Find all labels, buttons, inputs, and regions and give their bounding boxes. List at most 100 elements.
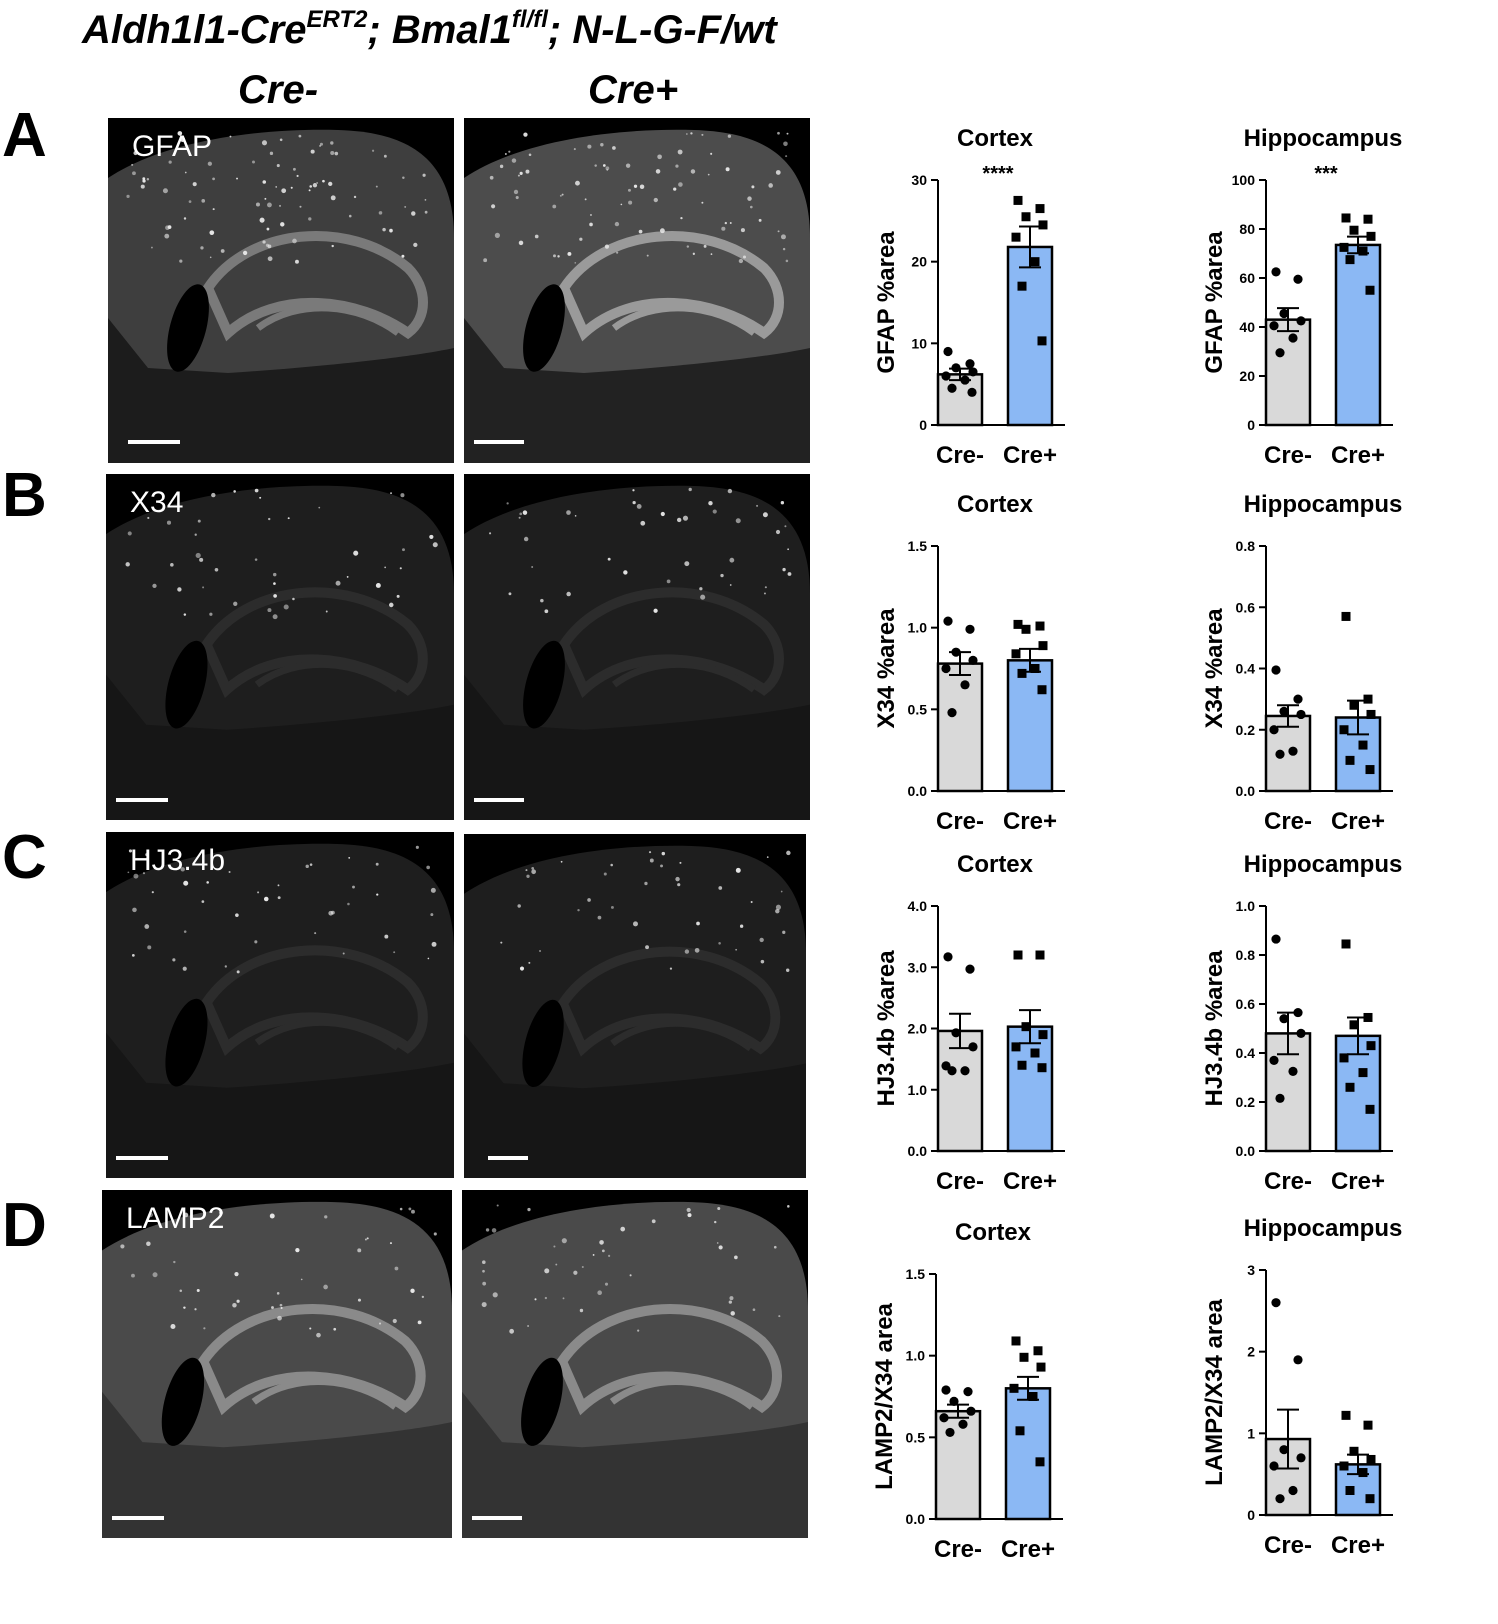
plaque-spot (784, 525, 787, 528)
micrograph-hj34b-cre-minus: HJ3.4b (106, 832, 454, 1178)
stain-label-gfap: GFAP (132, 130, 213, 163)
category-label: Cre- (1264, 1168, 1312, 1195)
plaque-spot (277, 896, 281, 900)
plaque-spot (760, 959, 765, 964)
plaque-spot (261, 140, 268, 146)
plaque-spot (309, 863, 313, 866)
plaque-spot (295, 1247, 300, 1253)
data-point (1349, 1020, 1359, 1030)
data-point (1365, 765, 1375, 775)
data-point (1339, 725, 1349, 735)
plaque-spot (700, 594, 706, 600)
data-point (1038, 220, 1048, 230)
plaque-spot (766, 856, 769, 858)
category-label: Cre+ (1331, 1168, 1385, 1195)
data-point (1013, 950, 1023, 960)
plaque-spot (513, 189, 519, 195)
y-tick-label: 3.0 (908, 959, 928, 975)
cortex (102, 1201, 452, 1448)
data-point (1363, 1420, 1373, 1430)
plaque-spot (677, 149, 683, 155)
plaque-spot (376, 893, 379, 896)
scale-bar (474, 440, 524, 444)
plaque-spot (152, 1272, 158, 1278)
plaque-spot (348, 856, 351, 859)
plaque-spot (703, 244, 707, 248)
plaque-spot (209, 256, 212, 259)
plaque-spot (696, 921, 700, 926)
plaque-spot (751, 185, 755, 189)
y-tick-label: 30 (911, 172, 927, 188)
data-point (965, 624, 975, 634)
plaque-spot (151, 891, 154, 894)
plaque-spot (212, 177, 215, 181)
plaque-spot (648, 851, 652, 854)
plaque-spot (433, 1232, 437, 1236)
data-point (1271, 1298, 1281, 1308)
plaque-spot (729, 222, 732, 225)
plaque-spot (209, 612, 213, 616)
data-point (1275, 749, 1285, 759)
bar (1264, 318, 1312, 427)
data-point (1269, 725, 1279, 735)
plaque-spot (430, 913, 434, 917)
plaque-spot (177, 131, 183, 136)
y-tick-label: 20 (911, 254, 927, 270)
data-point (1366, 1041, 1376, 1051)
data-point (1288, 1485, 1298, 1496)
plaque-spot (417, 1320, 422, 1325)
data-point (1269, 1461, 1279, 1471)
plaque-spot (560, 860, 563, 863)
plaque-spot (787, 1205, 790, 1208)
plaque-spot (786, 968, 790, 972)
plaque-spot (632, 500, 636, 505)
plaque-spot (183, 930, 187, 933)
plaque-spot (168, 160, 172, 164)
data-point (1345, 1486, 1355, 1495)
plaque-spot (764, 586, 767, 589)
data-point (1339, 242, 1349, 252)
plaque-spot (496, 1204, 499, 1207)
plaque-spot (724, 221, 727, 225)
plaque-spot (220, 249, 225, 253)
plaque-spot (787, 572, 792, 576)
plaque-spot (296, 174, 299, 178)
plaque-spot (371, 149, 375, 152)
plaque-spot (389, 1242, 392, 1245)
plaque-spot (553, 254, 556, 258)
data-point (1279, 706, 1289, 716)
plaque-spot (528, 961, 531, 964)
plaque-spot (680, 216, 683, 220)
plaque-spot (273, 582, 276, 585)
data-point (1363, 214, 1373, 224)
y-tick-label: 10 (911, 335, 927, 351)
plaque-spot (581, 1265, 584, 1269)
data-point (939, 1413, 949, 1423)
y-tick-label: 0 (919, 417, 927, 433)
hippocampus-band (197, 1303, 426, 1416)
data-point (1296, 316, 1306, 326)
panel-letter-b: B (2, 461, 47, 530)
data-point (1015, 1426, 1025, 1436)
y-axis-label: LAMP2/X34 area (1201, 1298, 1228, 1485)
bar (936, 373, 984, 427)
plaque-spot (132, 171, 136, 176)
data-point (1038, 1030, 1048, 1040)
plaque-spot (279, 1303, 283, 1307)
plaque-spot (579, 1308, 584, 1313)
plaque-spot (292, 167, 296, 171)
plaque-spot (319, 142, 323, 146)
hippocampus-band (200, 587, 428, 698)
data-point (1275, 1093, 1285, 1103)
plaque-spot (562, 1297, 565, 1300)
plaque-spot (750, 901, 753, 904)
plaque-spot (718, 942, 721, 945)
plaque-spot (333, 1327, 337, 1331)
data-point (1363, 1012, 1373, 1022)
bar (1006, 659, 1054, 793)
plaque-spot (318, 506, 321, 509)
plaque-spot (712, 509, 717, 514)
plaque-spot (522, 510, 528, 515)
plaque-spot (131, 163, 134, 166)
plaque-spot (197, 519, 201, 523)
